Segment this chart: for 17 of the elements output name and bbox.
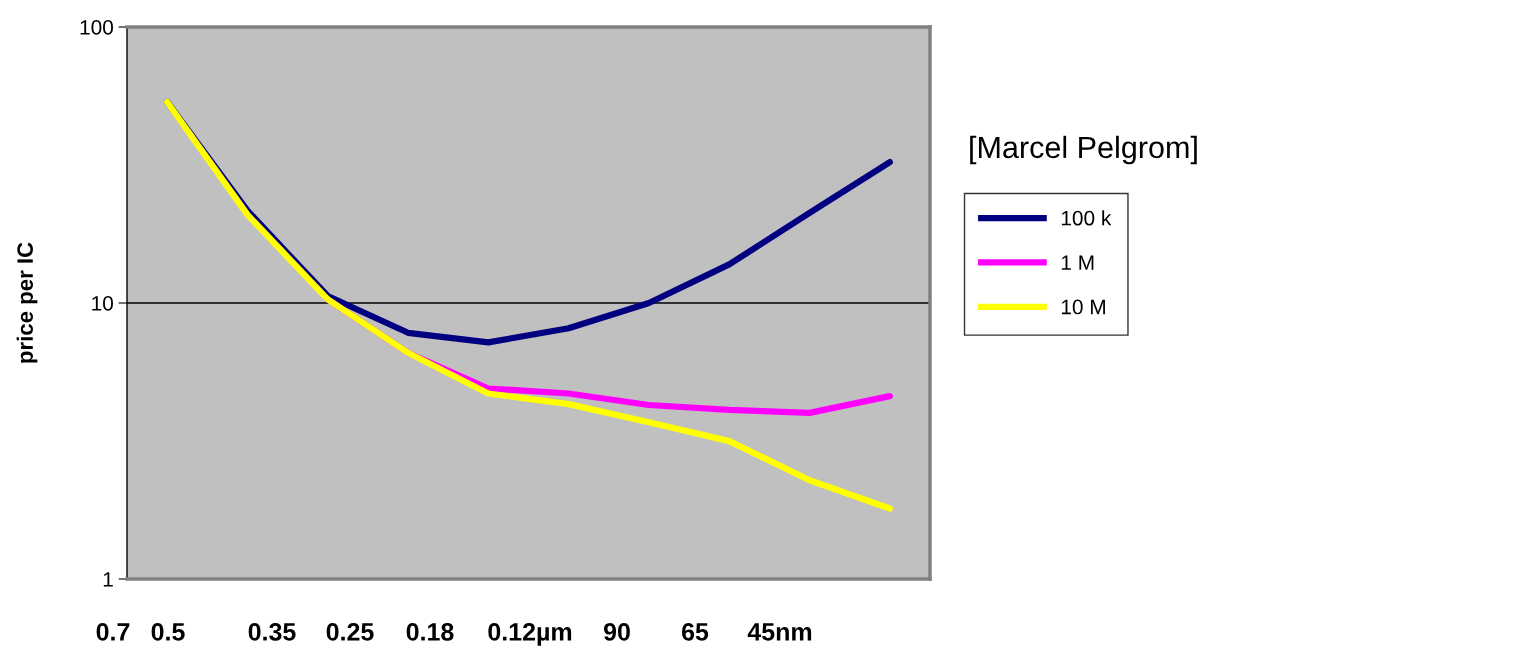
text: 0.18 (406, 623, 454, 641)
legend-label: 100 k (1061, 210, 1112, 226)
y-tick-label: 100 (80, 20, 113, 35)
text: 0.5 (151, 623, 185, 641)
y-tick-label: 10 (92, 296, 113, 311)
text: 0.35 (248, 623, 296, 641)
y-tick-label: 1 (103, 572, 113, 587)
text: 65 (682, 623, 709, 641)
y-axis-title: price per IC (16, 242, 38, 363)
legend-label: 10 M (1061, 299, 1105, 315)
text: 0.25 (326, 623, 374, 641)
legend-label: 1 M (1061, 255, 1094, 270)
text: 0.12µm (488, 623, 572, 646)
text: 0.7 (96, 623, 130, 641)
text: 90 (603, 623, 630, 641)
text: 45nm (747, 623, 812, 641)
text: [Marcel Pelgrom] (970, 135, 1197, 165)
